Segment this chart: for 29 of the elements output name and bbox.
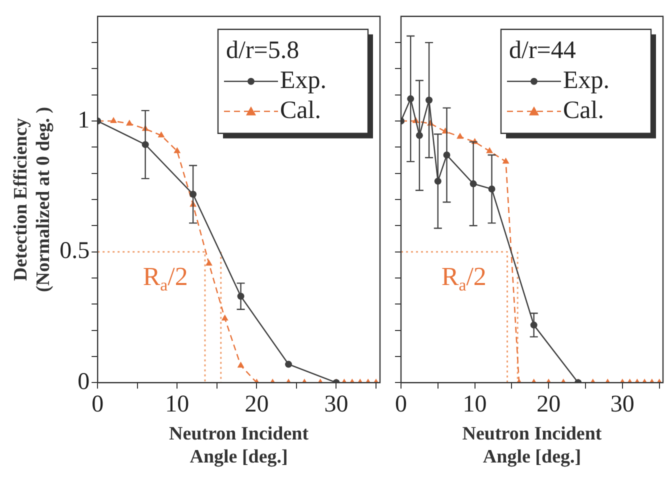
point — [174, 147, 181, 154]
y-tick-label: 0 — [78, 368, 90, 395]
legend-title: d/r=5.8 — [226, 36, 300, 64]
point — [158, 131, 165, 138]
x-axis-title: Neutron Incident Angle [deg.] — [462, 424, 602, 468]
point — [486, 147, 494, 154]
legend-title: d/r=44 — [509, 36, 576, 64]
x-axis-title: Neutron Incident Angle [deg.] — [169, 424, 310, 468]
legend-label: Cal. — [563, 96, 604, 124]
point — [456, 132, 464, 139]
point — [206, 260, 212, 266]
x-tick-label: 0 — [395, 391, 407, 418]
legend-label: Exp. — [563, 66, 610, 94]
x-tick-label: 20 — [536, 391, 561, 418]
y-tick-label: 1 — [78, 107, 90, 134]
point — [502, 158, 510, 164]
y-axis-title: Detection Efficiency (Normalized at 0 deg. ) — [10, 106, 54, 292]
y-tick-label: 0.5 — [60, 238, 90, 264]
x-tick-label: 30 — [324, 391, 348, 418]
x-tick-label: 10 — [165, 391, 190, 418]
point — [221, 314, 228, 321]
legend-label: Exp. — [280, 66, 327, 94]
point — [237, 362, 244, 368]
point — [126, 120, 133, 126]
legend-label: Cal. — [280, 96, 321, 124]
point — [110, 117, 117, 124]
x-tick-label: 30 — [610, 391, 634, 418]
x-tick-label: 20 — [244, 391, 269, 418]
x-tick-label: 10 — [462, 391, 487, 418]
